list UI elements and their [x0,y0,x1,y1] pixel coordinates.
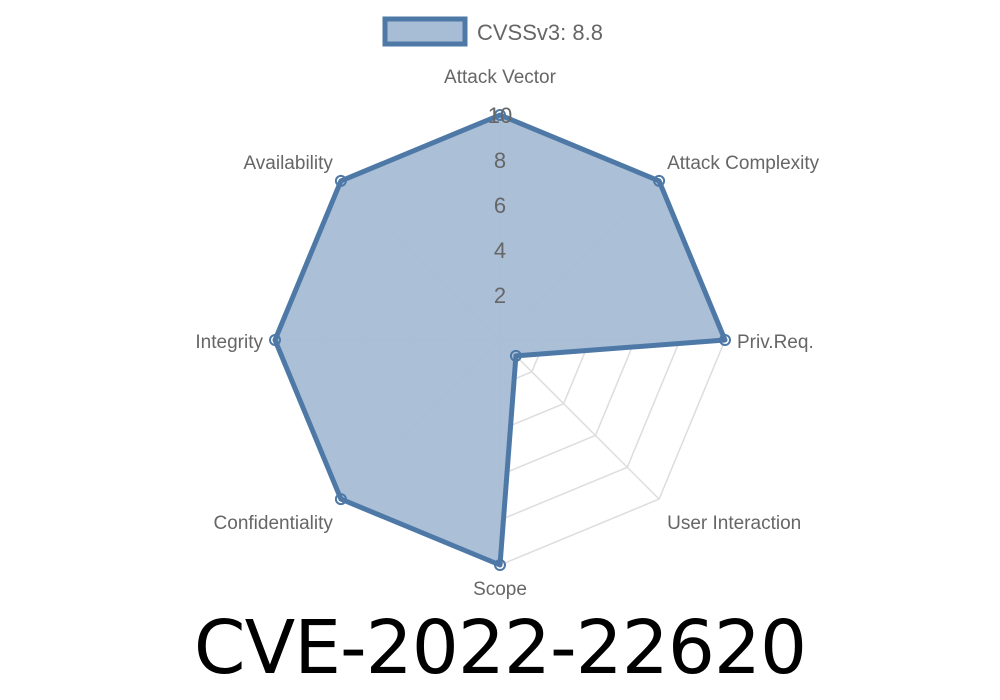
axis-label: User Interaction [667,513,801,534]
data-point [494,559,506,571]
axis-label: Availability [243,153,333,174]
data-point [494,109,506,121]
tick-label: 6 [494,193,506,218]
data-point [334,174,347,187]
page-title: CVE-2022-22620 [193,605,807,691]
axis-labels: Attack Vector Attack Complexity Priv.Req. U… [195,67,819,600]
data-point [269,334,281,346]
legend-label: CVSSv3: 8.8 [477,20,603,45]
series-polygon [272,112,728,568]
tick-label: 10 [488,103,512,128]
legend[interactable]: CVSSv3: 8.8 [382,16,603,47]
tick-label: 2 [494,283,506,308]
data-point [334,493,347,506]
axis-label: Confidentiality [214,513,334,534]
series-area [269,109,731,571]
tick-labels: 2 4 6 8 10 [488,103,512,308]
axis-label: Integrity [195,332,263,353]
data-point [509,349,522,362]
legend-swatch [382,16,468,47]
tick-label: 8 [494,148,506,173]
axis-label: Scope [473,579,527,600]
data-point [719,334,731,346]
axis-label: Priv.Req. [737,332,814,353]
axis-label: Attack Vector [444,67,557,88]
grid-spoke [499,339,660,500]
data-point [653,174,666,187]
tick-label: 4 [494,238,506,263]
axis-label: Attack Complexity [667,153,820,174]
